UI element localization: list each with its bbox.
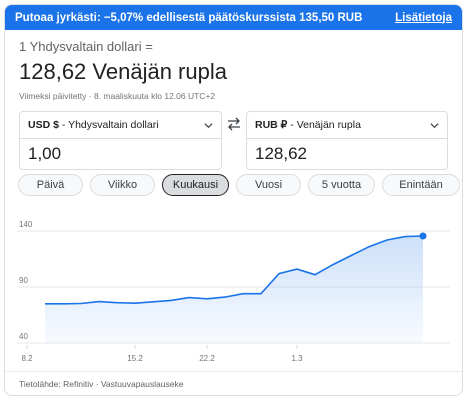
tab-year[interactable]: Vuosi (236, 174, 301, 196)
y-tick-label: 40 (19, 332, 28, 341)
tab-day[interactable]: Päivä (18, 174, 83, 196)
to-currency-name: - Venäjän rupla (287, 119, 361, 131)
currency-converter-card: Putoaa jyrkästi: −5,07% edellisestä päät… (4, 4, 463, 396)
tab-month[interactable]: Kuukausi (162, 174, 229, 196)
to-currency-box: RUB ₽ - Venäjän rupla 128,62 (246, 111, 448, 170)
chevron-down-icon (430, 122, 439, 128)
conversion-value: 128,62 Venäjän rupla (19, 59, 227, 84)
last-point (419, 232, 427, 240)
x-tick-label: 15.2 (127, 354, 143, 363)
y-tick-label: 90 (19, 276, 28, 285)
last-updated: Viimeksi päivitetty · 8. maaliskuuta klo… (19, 91, 216, 101)
conversion-label: 1 Yhdysvaltain dollari = (19, 39, 153, 54)
tab-5-years[interactable]: 5 vuotta (308, 174, 375, 196)
to-currency-select[interactable]: RUB ₽ - Venäjän rupla (247, 112, 447, 139)
x-tick-label: 22.2 (199, 354, 215, 363)
x-tick-label: 1.3 (291, 354, 303, 363)
exchange-rate-chart: 140 90 40 8.2 15.2 22.2 1.3 (17, 220, 450, 363)
x-tick-label: 8.2 (21, 354, 33, 363)
from-amount-input[interactable]: 1,00 (28, 144, 62, 163)
from-currency-name: - Yhdysvaltain dollari (58, 119, 159, 131)
series-line (45, 235, 424, 305)
alert-banner: Putoaa jyrkästi: −5,07% edellisestä päät… (5, 5, 462, 30)
from-currency-code: USD $ (28, 119, 59, 131)
swap-icon[interactable] (225, 115, 243, 133)
to-amount-input[interactable]: 128,62 (255, 144, 307, 163)
series-area (45, 236, 423, 343)
data-source: Tietolähde: Refinitiv · Vastuuvapauslaus… (5, 371, 462, 389)
to-currency-code: RUB ₽ (255, 119, 288, 131)
from-currency-box: USD $ - Yhdysvaltain dollari 1,00 (19, 111, 222, 170)
more-info-link[interactable]: Lisätietoja (395, 11, 452, 24)
tab-max[interactable]: Enintään (382, 174, 460, 196)
y-tick-label: 140 (19, 220, 33, 229)
from-currency-select[interactable]: USD $ - Yhdysvaltain dollari (20, 112, 221, 139)
alert-text: Putoaa jyrkästi: −5,07% edellisestä päät… (15, 11, 363, 24)
tab-week[interactable]: Viikko (90, 174, 155, 196)
chevron-down-icon (204, 122, 213, 128)
range-tabs: Päivä Viikko Kuukausi Vuosi 5 vuotta Eni… (18, 174, 460, 196)
